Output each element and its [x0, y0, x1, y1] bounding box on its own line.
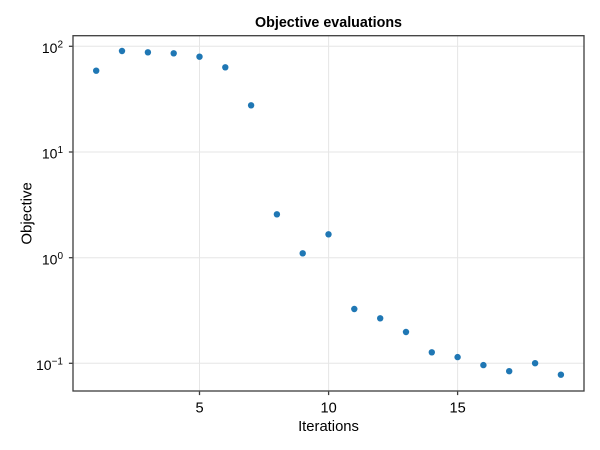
svg-text:5: 5 — [195, 400, 203, 416]
svg-text:Objective evaluations: Objective evaluations — [255, 15, 402, 31]
svg-text:Objective: Objective — [19, 182, 36, 245]
svg-text:15: 15 — [449, 400, 465, 416]
svg-text:Iterations: Iterations — [298, 419, 359, 435]
svg-text:10: 10 — [320, 400, 336, 416]
